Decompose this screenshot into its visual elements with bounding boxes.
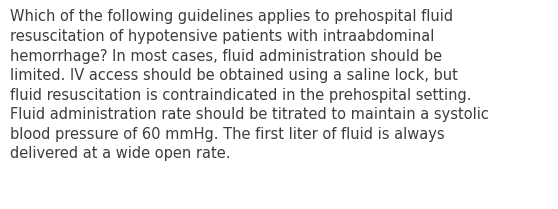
Text: Which of the following guidelines applies to prehospital fluid
resuscitation of : Which of the following guidelines applie… xyxy=(10,9,489,161)
